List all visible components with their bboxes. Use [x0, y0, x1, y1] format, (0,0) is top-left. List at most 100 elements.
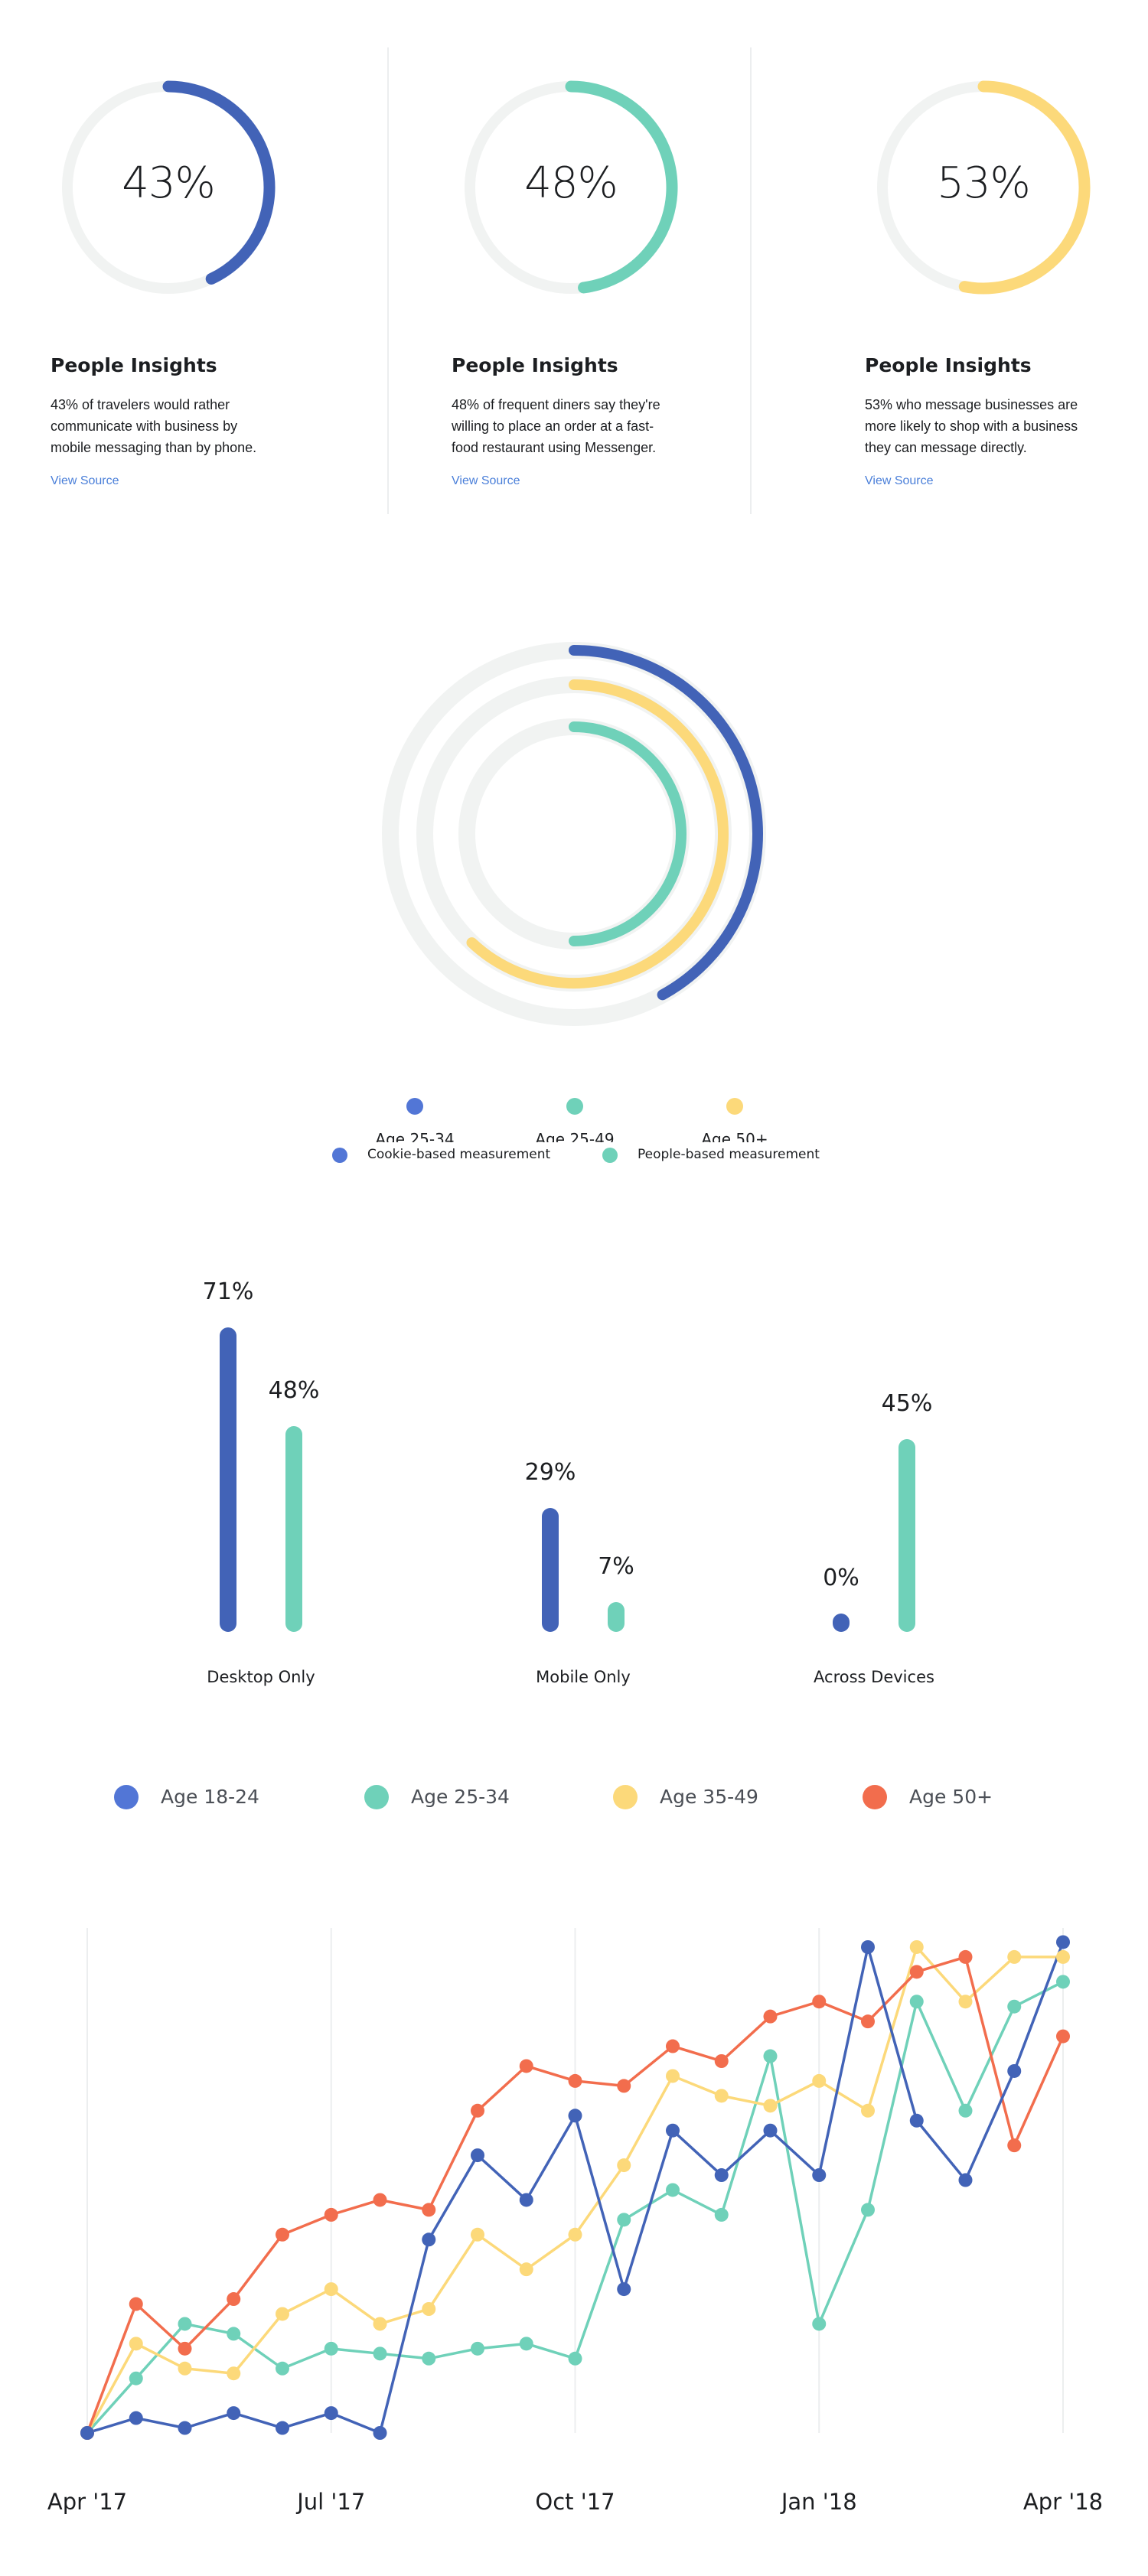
- data-point: [324, 2406, 338, 2421]
- data-point: [276, 2421, 289, 2435]
- legend-label: Cookie-based measurement: [367, 1147, 551, 1162]
- bar-mark: [899, 1439, 915, 1632]
- x-tick-label: Apr '18: [1023, 2489, 1103, 2515]
- data-point: [276, 2227, 289, 2242]
- data-point: [617, 2282, 631, 2297]
- data-point: [227, 2327, 241, 2341]
- legend-dot: [613, 1785, 638, 1809]
- bar-value-label: 29%: [524, 1458, 576, 1486]
- data-point: [422, 2351, 436, 2366]
- data-point: [1007, 2063, 1022, 2078]
- data-point: [666, 2123, 680, 2138]
- card-description-line: food restaurant using Messenger.: [452, 440, 657, 455]
- legend-label: Age 25-49: [535, 1130, 615, 1142]
- data-point: [178, 2317, 192, 2331]
- legend-dot: [364, 1785, 389, 1809]
- legend-dot: [114, 1785, 139, 1809]
- legend-label: Age 50+: [701, 1130, 768, 1142]
- x-tick-label: Oct '17: [535, 2489, 615, 2515]
- legend-dot: [863, 1785, 887, 1809]
- bar-category-label: Desktop Only: [207, 1668, 315, 1686]
- data-point: [422, 2232, 436, 2247]
- data-point: [129, 2297, 143, 2311]
- bar-mark: [833, 1614, 850, 1632]
- data-point: [666, 2039, 680, 2053]
- bar-mark: [285, 1426, 302, 1632]
- bar-value-label: 7%: [598, 1552, 634, 1580]
- donut-percentage: 48%: [524, 158, 618, 208]
- data-point: [80, 2426, 94, 2440]
- donut-chart: [465, 80, 678, 294]
- data-point: [471, 2103, 484, 2118]
- data-point: [714, 2054, 729, 2068]
- data-point: [617, 2213, 631, 2227]
- legend-dot: [566, 1098, 583, 1115]
- data-point: [617, 2158, 631, 2173]
- data-point: [227, 2406, 241, 2421]
- card-description-line: they can message directly.: [865, 440, 1027, 455]
- data-point: [1056, 1949, 1070, 1964]
- data-point: [471, 2227, 484, 2242]
- data-point: [568, 2109, 582, 2123]
- data-point: [373, 2426, 387, 2440]
- data-point: [422, 2302, 436, 2316]
- data-point: [373, 2193, 387, 2207]
- data-point: [763, 2123, 778, 2138]
- data-point: [129, 2371, 143, 2385]
- data-point: [763, 2009, 778, 2024]
- data-point: [812, 2317, 827, 2331]
- data-point: [958, 2173, 973, 2187]
- data-point: [519, 2059, 533, 2073]
- data-point: [1007, 1999, 1022, 2014]
- data-point: [909, 1939, 924, 1954]
- data-point: [666, 2069, 680, 2083]
- bar-mark: [608, 1601, 625, 1632]
- bar-mark: [220, 1327, 236, 1632]
- card-description-line: communicate with business by: [51, 418, 238, 434]
- data-point: [276, 2361, 289, 2376]
- legend-label: Age 35-49: [660, 1786, 758, 1808]
- legend-label: Age 25-34: [411, 1786, 510, 1808]
- card-description-line: more likely to shop with a business: [865, 418, 1078, 434]
- data-point: [861, 1939, 875, 1954]
- card-divider: [750, 47, 752, 514]
- bar-category-label: Mobile Only: [536, 1668, 631, 1686]
- bar-value-label: 45%: [881, 1390, 933, 1417]
- data-point: [568, 2227, 582, 2242]
- card-title: People Insights: [452, 354, 618, 376]
- data-point: [763, 2049, 778, 2063]
- data-point: [861, 2203, 875, 2217]
- data-point: [276, 2307, 289, 2321]
- data-point: [714, 2089, 729, 2103]
- data-point: [519, 2337, 533, 2351]
- data-point: [861, 2103, 875, 2118]
- bar-value-label: 48%: [268, 1377, 320, 1405]
- donut-chart: [62, 80, 276, 294]
- data-point: [909, 2113, 924, 2128]
- donut-arc: [958, 80, 1091, 295]
- data-point: [1056, 2029, 1070, 2044]
- line-chart: Apr '17 Jul '17 Oct '17 Jan '18 Apr '18: [47, 1928, 1103, 2515]
- donut-percentage: 43%: [122, 158, 215, 208]
- radial-progress-chart: [382, 642, 766, 1026]
- data-point: [812, 2168, 827, 2183]
- data-point: [324, 2341, 338, 2356]
- data-point: [763, 2099, 778, 2113]
- data-point: [958, 2103, 973, 2118]
- data-point: [1007, 2138, 1022, 2153]
- view-source-link[interactable]: View Source: [51, 474, 119, 487]
- data-point: [324, 2282, 338, 2297]
- data-point: [568, 2073, 582, 2088]
- x-tick-label: Jan '18: [780, 2489, 857, 2515]
- donut-percentage: 53%: [937, 158, 1030, 208]
- data-point: [714, 2168, 729, 2183]
- data-point: [519, 2262, 533, 2277]
- bar-mark: [542, 1507, 559, 1632]
- data-point: [568, 2351, 582, 2366]
- view-source-link[interactable]: View Source: [865, 474, 934, 487]
- data-point: [373, 2346, 387, 2361]
- data-point: [617, 2079, 631, 2093]
- data-point: [178, 2361, 192, 2376]
- legend-dot: [406, 1098, 423, 1115]
- view-source-link[interactable]: View Source: [452, 474, 520, 487]
